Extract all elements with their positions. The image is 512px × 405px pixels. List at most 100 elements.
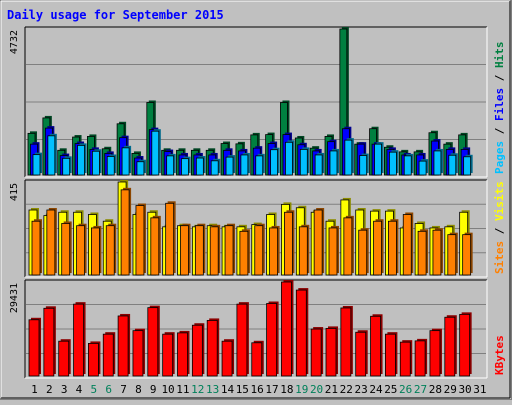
bar-sites-face	[313, 209, 323, 276]
bar-sites	[298, 224, 310, 276]
bar-kbytes-face	[429, 330, 441, 377]
bar-pages	[195, 156, 206, 176]
bar-sites	[313, 208, 325, 276]
bar-pages	[106, 154, 117, 176]
x-tick-label: 11	[176, 383, 189, 396]
bar-kbytes	[251, 340, 264, 377]
bar-kbytes	[102, 332, 116, 377]
bar-kbytes-face	[43, 307, 55, 377]
bar-sites	[105, 223, 117, 276]
bar-sites-face	[402, 214, 412, 276]
x-tick-label: 29	[444, 383, 457, 396]
bar-pages	[151, 129, 161, 176]
bar-pages	[225, 155, 236, 176]
bar-pages	[240, 152, 250, 176]
x-tick-label: 26	[399, 383, 412, 396]
bar-kbytes	[162, 332, 175, 377]
bar-pages-face	[47, 135, 56, 176]
bar-kbytes	[384, 332, 398, 377]
x-tick-label: 28	[429, 383, 442, 396]
bar-kbytes-face	[444, 316, 456, 377]
bar-pages	[210, 158, 221, 176]
bar-sites-face	[239, 230, 249, 276]
bar-kbytes	[295, 288, 309, 377]
bar-sites	[432, 228, 443, 276]
bar-sites	[91, 225, 102, 276]
x-tick-label: 12	[191, 383, 204, 396]
label-separator: /	[493, 221, 506, 241]
bar-pages-face	[433, 150, 442, 176]
bar-pages	[463, 154, 473, 176]
bar-sites	[194, 223, 206, 276]
bar-pages-face	[418, 160, 427, 176]
chart-panels: 4732 Pages / Files / Hits 415 Sites / Visit…	[9, 26, 506, 379]
bar-pages	[270, 147, 280, 176]
bar-pages-face	[329, 150, 338, 176]
bar-pages-face	[195, 157, 204, 176]
bar-sites-face	[328, 227, 338, 276]
bar-sites	[269, 225, 280, 276]
bar-pages	[418, 159, 429, 176]
bar-sites	[284, 210, 295, 276]
bar-kbytes-face	[206, 320, 218, 377]
bar-sites-face	[387, 220, 397, 276]
label-separator: /	[493, 68, 506, 88]
bar-kbytes	[459, 312, 472, 377]
series-axis-label: KBytes	[493, 335, 506, 375]
panel-3: 29431 KBytes	[9, 279, 506, 379]
x-tick-label: 31	[473, 383, 486, 396]
label-separator: /	[493, 121, 506, 141]
panel-2: 415 Sites / Visits	[9, 179, 506, 278]
bar-pages-face	[225, 156, 234, 176]
bar-kbytes	[355, 330, 368, 377]
x-tick-label: 19	[295, 383, 308, 396]
bar-sites	[224, 223, 236, 276]
bar-sites-face	[224, 225, 234, 276]
bar-pages	[136, 159, 146, 176]
bar-sites-face	[150, 217, 160, 276]
bar-pages-face	[403, 155, 412, 176]
bar-kbytes-face	[340, 307, 352, 377]
bar-sites-face	[105, 225, 115, 276]
bar-sites-face	[31, 220, 41, 276]
bar-kbytes	[429, 328, 442, 377]
x-tick-label: 24	[369, 383, 383, 396]
bar-pages	[121, 145, 132, 176]
x-tick-label: 27	[414, 383, 427, 396]
bar-kbytes	[191, 323, 205, 377]
bar-pages	[299, 147, 310, 176]
bar-sites-face	[432, 229, 442, 276]
bar-sites	[328, 225, 339, 276]
bar-pages	[448, 153, 458, 176]
bar-sites	[76, 223, 87, 276]
bar-sites	[165, 201, 176, 276]
bar-pages	[433, 148, 443, 176]
bar-pages	[403, 153, 414, 176]
series-axis-label: Pages / Files / Hits	[493, 42, 506, 175]
x-tick-label: 17	[265, 383, 278, 396]
bar-sites	[387, 219, 399, 276]
panel-1: 4732 Pages / Files / Hits	[9, 26, 506, 178]
bar-sites	[402, 212, 414, 276]
bar-kbytes-face	[325, 328, 337, 377]
bar-pages-face	[240, 154, 249, 176]
bar-pages	[77, 143, 87, 176]
x-axis-tick-labels: 1 2 3 4 5 6 7 8 9 10 11 12 13 14 15 16 17 18 19 20 21 22 23 24 2…	[31, 383, 486, 396]
bar-pages-face	[270, 149, 279, 176]
bar-sites-face	[254, 225, 264, 276]
bar-kbytes-face	[236, 303, 248, 377]
bar-sites	[31, 219, 42, 276]
bar-sites	[150, 215, 161, 276]
bar-kbytes	[310, 327, 324, 377]
bar-kbytes	[177, 330, 190, 377]
bar-kbytes-face	[266, 303, 278, 377]
bar-pages-face	[344, 139, 353, 176]
bar-pages-face	[388, 151, 397, 176]
bar-kbytes	[147, 305, 160, 377]
bar-kbytes-face	[281, 281, 292, 377]
bar-sites-face	[373, 220, 382, 276]
bar-kbytes	[73, 302, 86, 377]
bar-kbytes	[88, 341, 101, 377]
bar-kbytes-face	[221, 340, 233, 377]
